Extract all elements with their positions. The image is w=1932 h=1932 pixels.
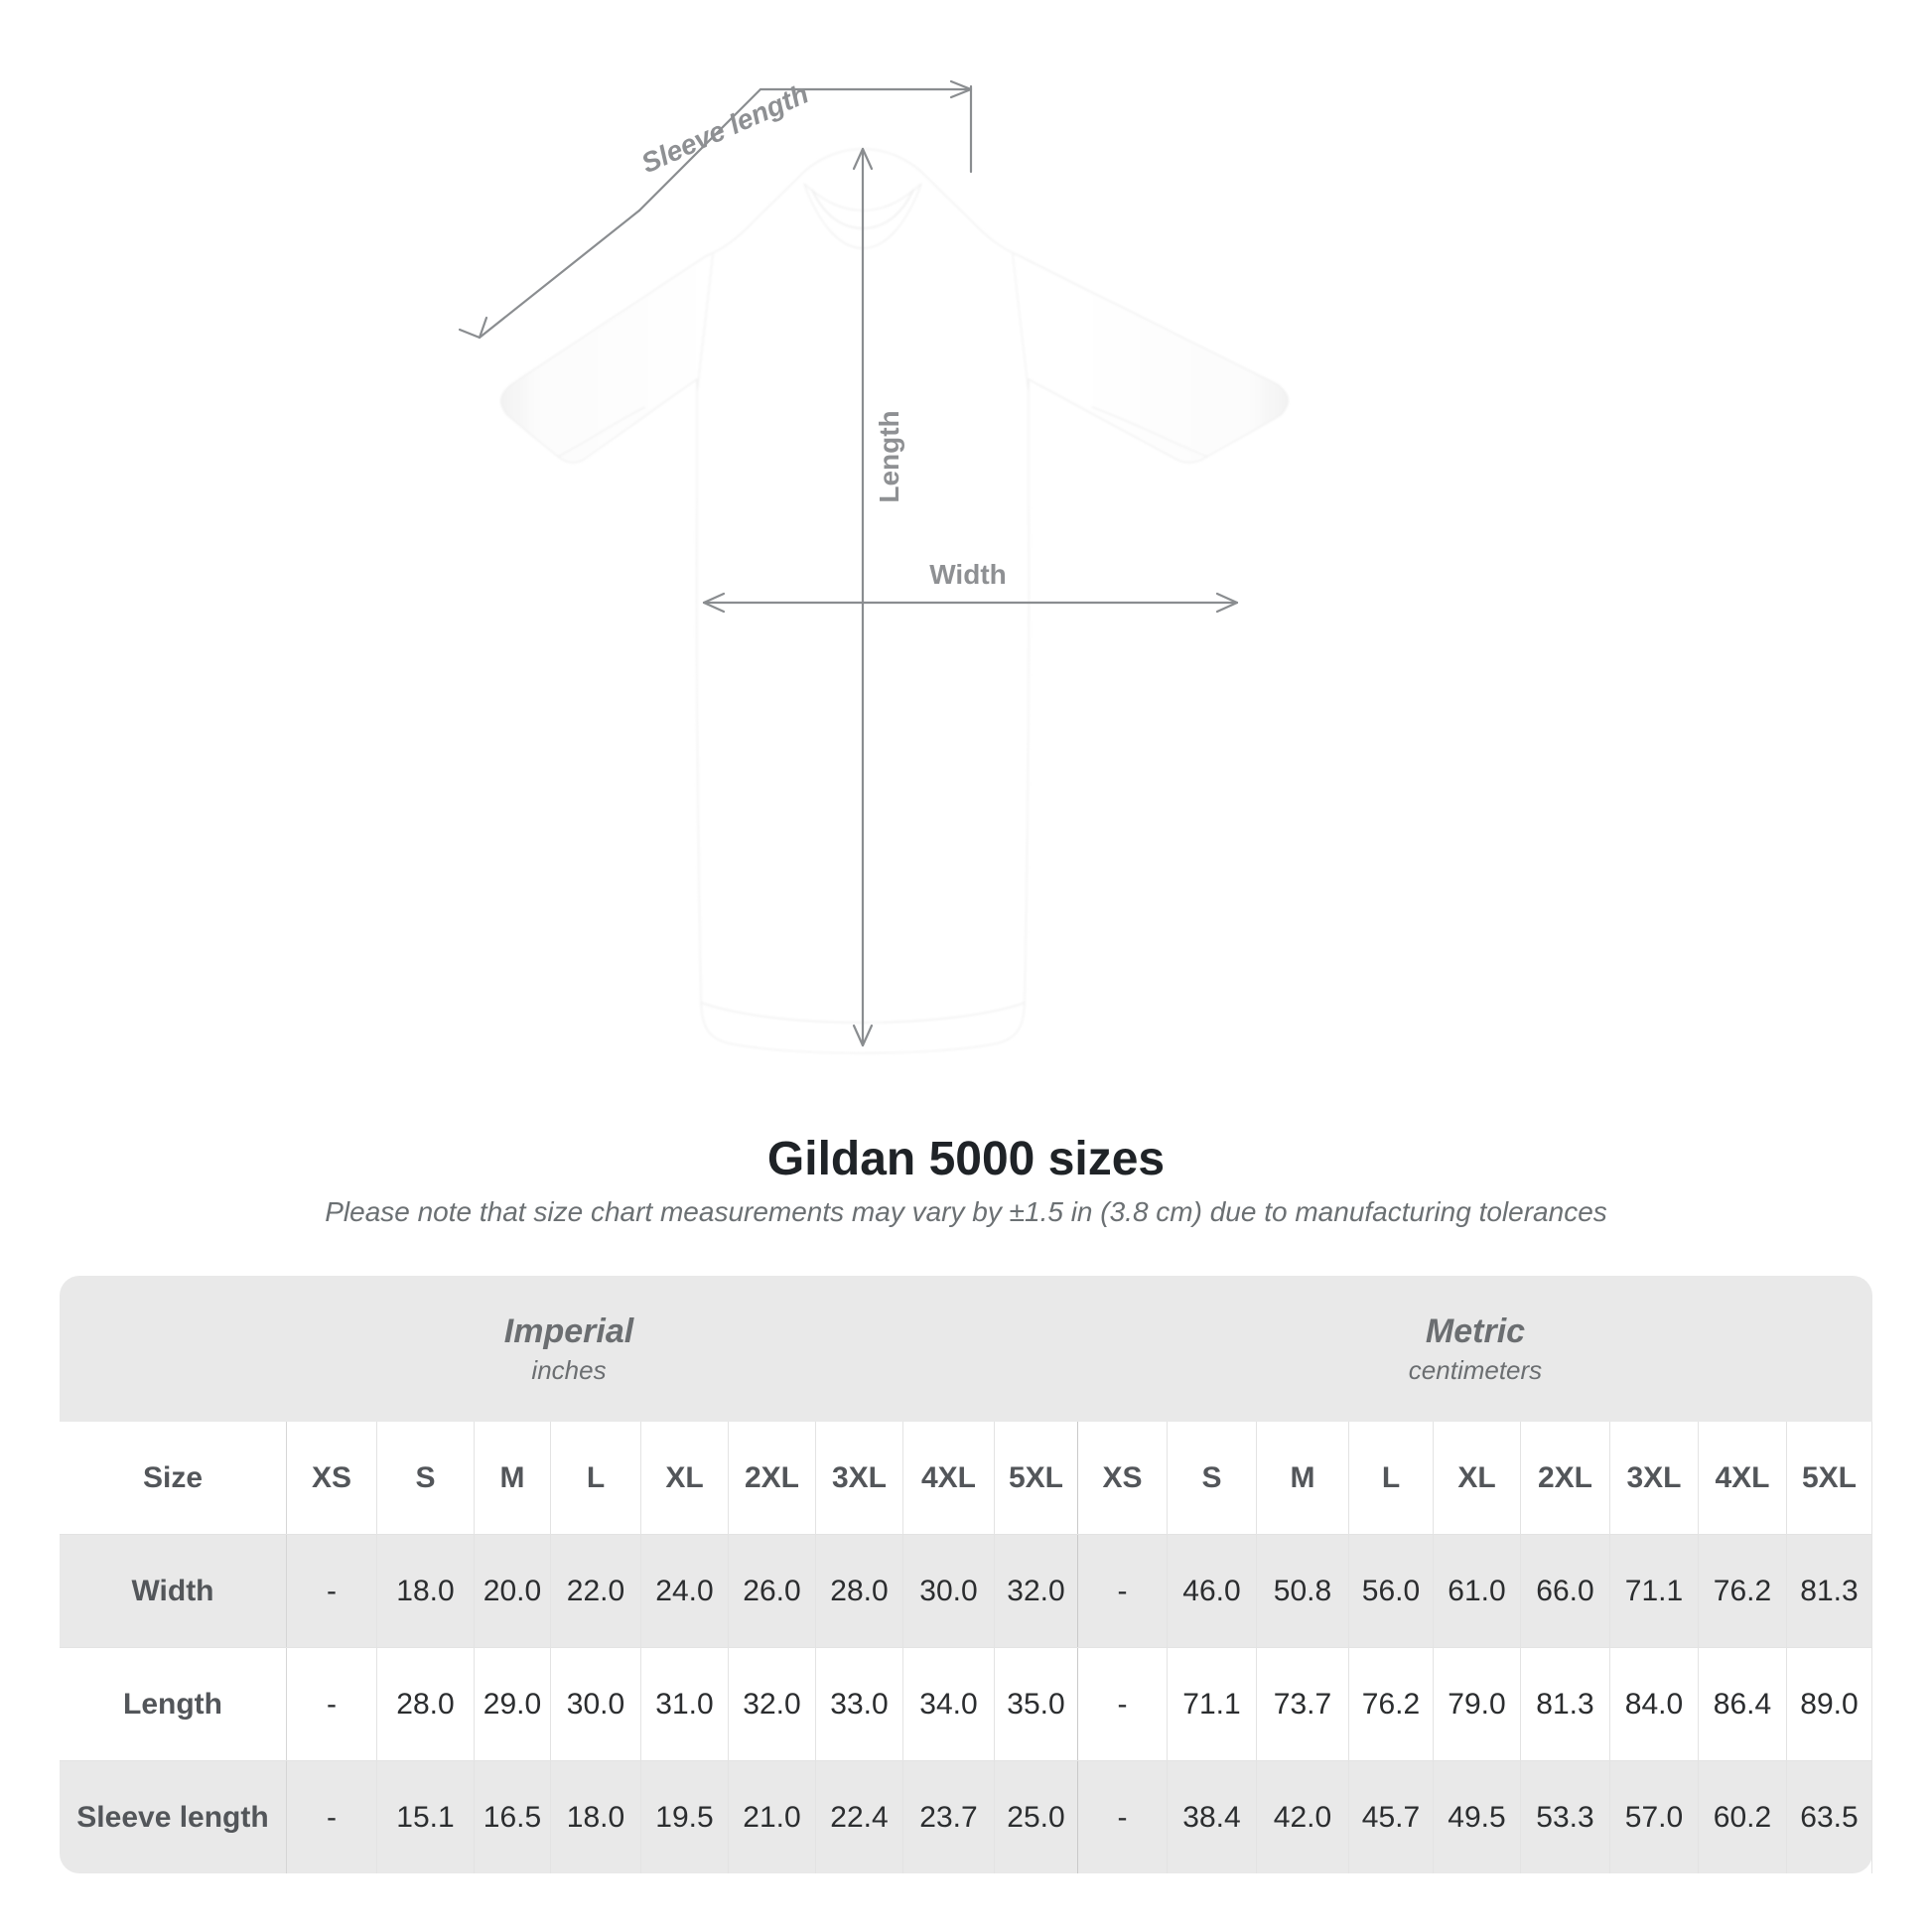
svg-text:Length: Length xyxy=(874,410,904,502)
svg-text:Sleeve length: Sleeve length xyxy=(636,77,813,179)
svg-text:Width: Width xyxy=(929,559,1007,590)
